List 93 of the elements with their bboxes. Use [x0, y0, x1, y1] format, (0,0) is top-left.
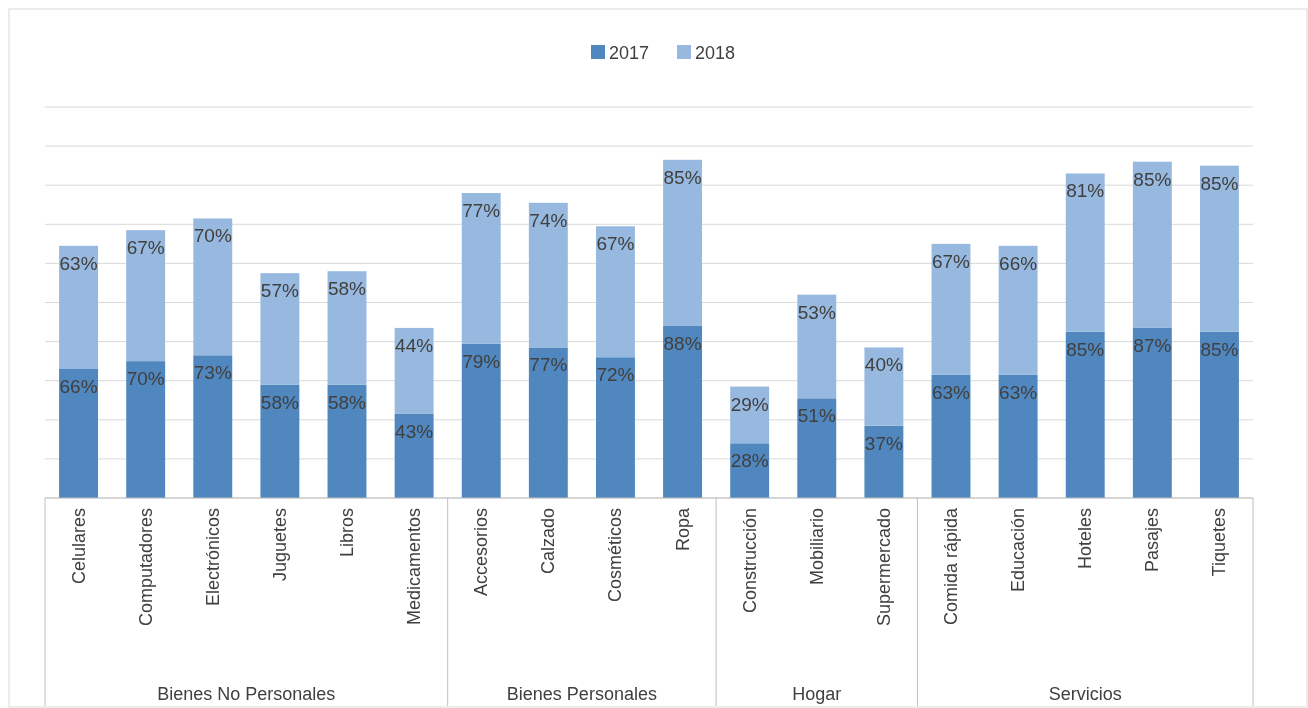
x-tick-label: Comida rápida	[941, 507, 961, 626]
data-label: 85%	[1133, 168, 1172, 190]
x-tick-label: Pasajes	[1142, 508, 1163, 573]
x-tick-label: Tiquetes	[1209, 508, 1230, 577]
x-tick-label: Hoteles	[1075, 508, 1096, 570]
data-label: 73%	[193, 362, 232, 384]
bar	[126, 230, 166, 362]
x-tick-label: Computadores	[135, 508, 156, 627]
bar	[1065, 173, 1105, 332]
text: Bienes Personales	[506, 684, 657, 704]
bar	[797, 294, 837, 399]
x-tick-label: Calzado	[538, 508, 559, 575]
bar	[461, 343, 501, 498]
data-label: 67%	[596, 233, 635, 255]
legend-label: 2018	[695, 43, 736, 63]
bar	[59, 245, 99, 369]
x-tick-label: Medicamentos	[404, 508, 425, 626]
bar	[59, 368, 99, 498]
bar	[797, 398, 837, 498]
bar	[193, 355, 233, 498]
bar	[1132, 161, 1172, 328]
bar	[394, 413, 434, 498]
bar	[327, 384, 367, 498]
bar	[1065, 331, 1105, 498]
bar	[663, 325, 703, 498]
data-label: 58%	[327, 391, 367, 413]
data-label: 44%	[395, 334, 434, 356]
bar	[1132, 327, 1172, 498]
data-label: 85%	[1200, 338, 1239, 360]
data-label: 70%	[126, 368, 165, 390]
data-label: 88%	[663, 332, 702, 354]
data-label: 58%	[327, 278, 367, 300]
bar	[1199, 165, 1239, 332]
data-label: 87%	[1133, 334, 1172, 356]
legend-label: 2017	[609, 43, 650, 63]
x-tick-label: Accesorios	[471, 508, 492, 597]
data-label: 63%	[999, 381, 1038, 403]
x-tick-label: Celulares	[68, 508, 89, 585]
data-label: 57%	[260, 280, 300, 302]
data-label: 51%	[797, 405, 836, 427]
bar	[663, 159, 703, 326]
x-tick-label: Libros	[337, 508, 357, 558]
data-label: 37%	[864, 432, 904, 454]
data-label: 85%	[1066, 338, 1105, 360]
data-label: 63%	[931, 381, 971, 403]
data-label: 63%	[59, 252, 98, 274]
bar	[126, 361, 166, 498]
bar	[528, 347, 568, 498]
data-label: 43%	[395, 420, 434, 442]
data-label: 85%	[1200, 172, 1239, 194]
data-label: 79%	[462, 350, 501, 372]
data-label: 29%	[730, 393, 769, 415]
data-label: 67%	[126, 237, 165, 259]
bar	[931, 243, 971, 375]
bar	[1199, 331, 1239, 498]
x-tick-label: Construcción	[739, 508, 760, 614]
data-label: 77%	[529, 354, 568, 376]
bar	[931, 374, 971, 498]
data-label: 70%	[193, 225, 232, 247]
x-tick-label: Mobiliario	[806, 508, 827, 586]
text: Bienes No Personales	[157, 684, 336, 704]
data-label: 77%	[462, 200, 501, 222]
data-label: 72%	[596, 364, 635, 386]
data-label: 53%	[797, 301, 836, 323]
bar	[260, 384, 300, 498]
x-tick-label: Electrónicos	[202, 508, 223, 607]
bar	[864, 347, 904, 426]
bar	[998, 245, 1038, 375]
data-label: 66%	[999, 252, 1038, 274]
data-label: 28%	[730, 450, 769, 472]
x-tick-label: Ropa	[672, 507, 693, 552]
x-tick-label: Juguetes	[269, 508, 290, 582]
bar	[998, 374, 1038, 498]
data-label: 67%	[931, 250, 971, 272]
bar	[327, 271, 367, 385]
bar	[193, 218, 233, 356]
data-label: 66%	[59, 375, 98, 397]
x-tick-label: Educación	[1008, 508, 1029, 593]
bar	[528, 202, 568, 348]
x-tick-label: Supermercado	[873, 508, 894, 627]
bar	[394, 327, 434, 414]
bar	[595, 357, 635, 498]
x-tick-label: Cosméticos	[605, 508, 626, 603]
bar	[461, 193, 501, 344]
data-label: 74%	[529, 209, 568, 231]
data-label: 58%	[260, 391, 300, 413]
text: Hogar	[792, 684, 842, 704]
data-label: 40%	[864, 354, 904, 376]
bar	[595, 226, 635, 358]
bar	[260, 273, 300, 385]
data-label: 81%	[1066, 180, 1105, 202]
data-label: 85%	[663, 166, 702, 188]
text: Servicios	[1048, 684, 1122, 704]
